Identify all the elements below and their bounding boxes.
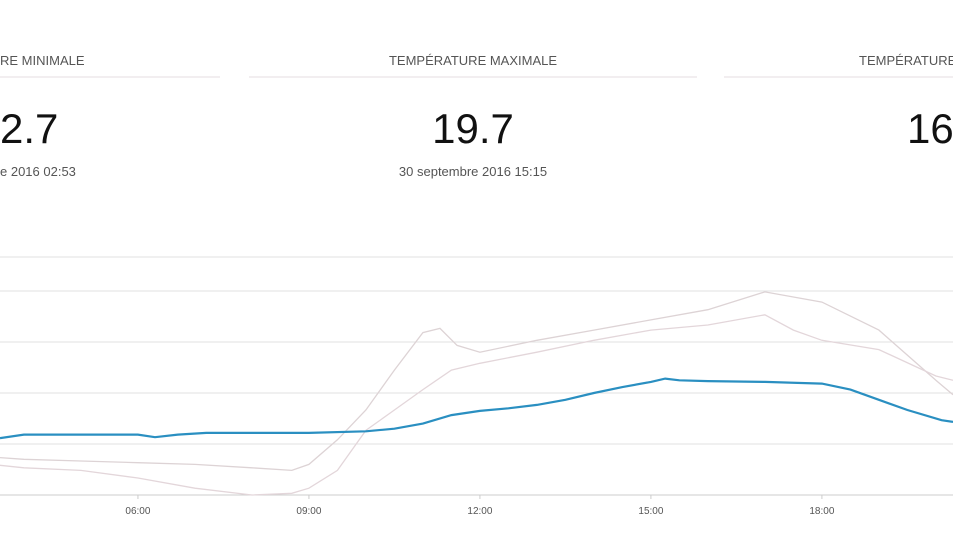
- stat-time: e 2016 02:53: [0, 164, 76, 179]
- x-tick-label: 18:00: [809, 506, 834, 517]
- chart: 06:00 09:00 12:00 15:00 18:00: [0, 256, 953, 517]
- stat-value: 2.7: [0, 105, 58, 152]
- stat-value: 19.7: [432, 105, 514, 152]
- series-line: [0, 377, 953, 440]
- x-tick-label: 15:00: [638, 506, 663, 517]
- stat-label: RE MINIMALE: [0, 53, 85, 68]
- x-tick-label: 06:00: [125, 506, 150, 517]
- x-tick-label: 12:00: [467, 506, 492, 517]
- stat-label: TEMPÉRATURE MAXIMALE: [389, 53, 557, 68]
- series-line: [0, 314, 953, 496]
- series-line: [0, 291, 953, 472]
- stat-time: 30 septembre 2016 15:15: [399, 164, 547, 179]
- stat-label: TEMPÉRATURE: [859, 53, 953, 68]
- stat-value: 16: [907, 105, 953, 152]
- x-tick-label: 09:00: [296, 506, 321, 517]
